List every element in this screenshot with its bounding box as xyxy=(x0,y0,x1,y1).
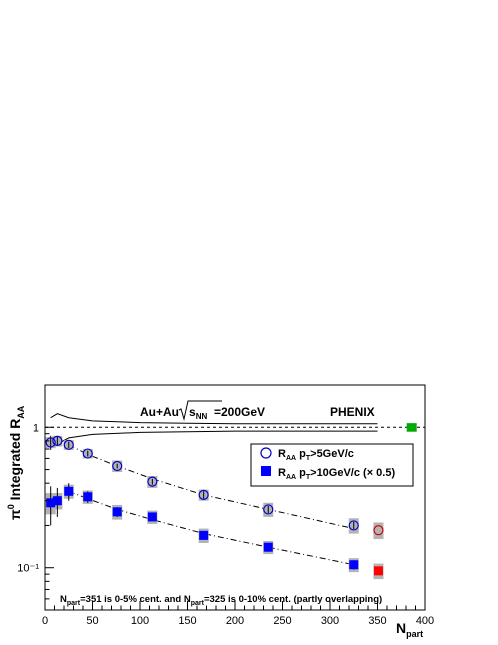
data-point-open-circle xyxy=(63,439,74,450)
band-upper-line xyxy=(50,413,378,425)
experiment-label: PHENIX xyxy=(330,405,375,419)
legend-marker-open-circle xyxy=(260,447,272,459)
data-point-open-circle xyxy=(82,448,93,459)
normalization-band xyxy=(50,413,378,445)
band-lower-line xyxy=(50,430,378,445)
data-point-filled-square xyxy=(64,486,74,496)
x-tick-label: 100 xyxy=(131,615,149,627)
x-tick-label: 400 xyxy=(416,615,434,627)
x-tick-label: 0 xyxy=(42,615,48,627)
global-uncertainty-box xyxy=(406,423,417,432)
sqrt-s-label: sNN xyxy=(189,405,207,421)
x-axis-label: Npart xyxy=(396,620,423,639)
data-point-filled-square xyxy=(263,542,273,552)
data-point-open-circle xyxy=(198,489,209,500)
fit-curve-2 xyxy=(68,490,354,566)
x-tick-label: 150 xyxy=(178,615,196,627)
energy-label: =200GeV xyxy=(214,405,265,419)
data-point-open-circle xyxy=(45,437,56,448)
global-uncertainty xyxy=(406,423,417,432)
data-point-filled-square xyxy=(112,507,122,517)
data-point-filled-square xyxy=(373,566,383,576)
data-point-filled-square xyxy=(147,512,157,522)
legend-entry-1: RAA pT>5GeV/c xyxy=(278,448,354,462)
data-point-filled-square xyxy=(349,560,359,570)
axes: 0 50 100 150 200 250 300 350 400 10⁻¹ 1 xyxy=(17,384,434,627)
data-point-open-circle xyxy=(52,435,63,446)
data-point-open-circle xyxy=(263,504,274,515)
legend-marker-filled-square xyxy=(261,466,271,476)
data-markers xyxy=(45,435,384,576)
sqrt-sign xyxy=(178,400,222,421)
x-tick-label: 200 xyxy=(226,615,244,627)
footnote: Npart=351 is 0-5% cent. and Npart=325 is… xyxy=(60,594,382,607)
sys-error-box xyxy=(373,522,384,540)
legend-box xyxy=(250,443,414,487)
system-label: Au+Au xyxy=(140,405,179,419)
data-point-filled-square xyxy=(199,530,209,540)
data-point-filled-square xyxy=(83,492,93,502)
y-tick-label: 1 xyxy=(33,422,39,434)
x-tick-label: 250 xyxy=(273,615,291,627)
data-point-open-circle xyxy=(348,520,359,531)
y-axis-label: π0 Integrated RAA xyxy=(6,405,26,520)
x-tick-label: 50 xyxy=(86,615,98,627)
system-annotation: Au+Au sNN =200GeV xyxy=(140,400,265,421)
data-point-open-circle xyxy=(147,476,158,487)
y-tick-label: 10⁻¹ xyxy=(17,563,39,575)
data-point-filled-square xyxy=(46,498,56,508)
data-point-open-circle xyxy=(373,525,384,536)
legend: RAA pT>5GeV/c RAA pT>10GeV/c (× 0.5) xyxy=(250,443,414,487)
data-point-filled-square xyxy=(52,496,62,506)
x-tick-label: 300 xyxy=(321,615,339,627)
data-point-open-circle xyxy=(112,460,123,472)
x-tick-label: 350 xyxy=(368,615,386,627)
legend-entry-2: RAA pT>10GeV/c (× 0.5) xyxy=(278,467,395,481)
